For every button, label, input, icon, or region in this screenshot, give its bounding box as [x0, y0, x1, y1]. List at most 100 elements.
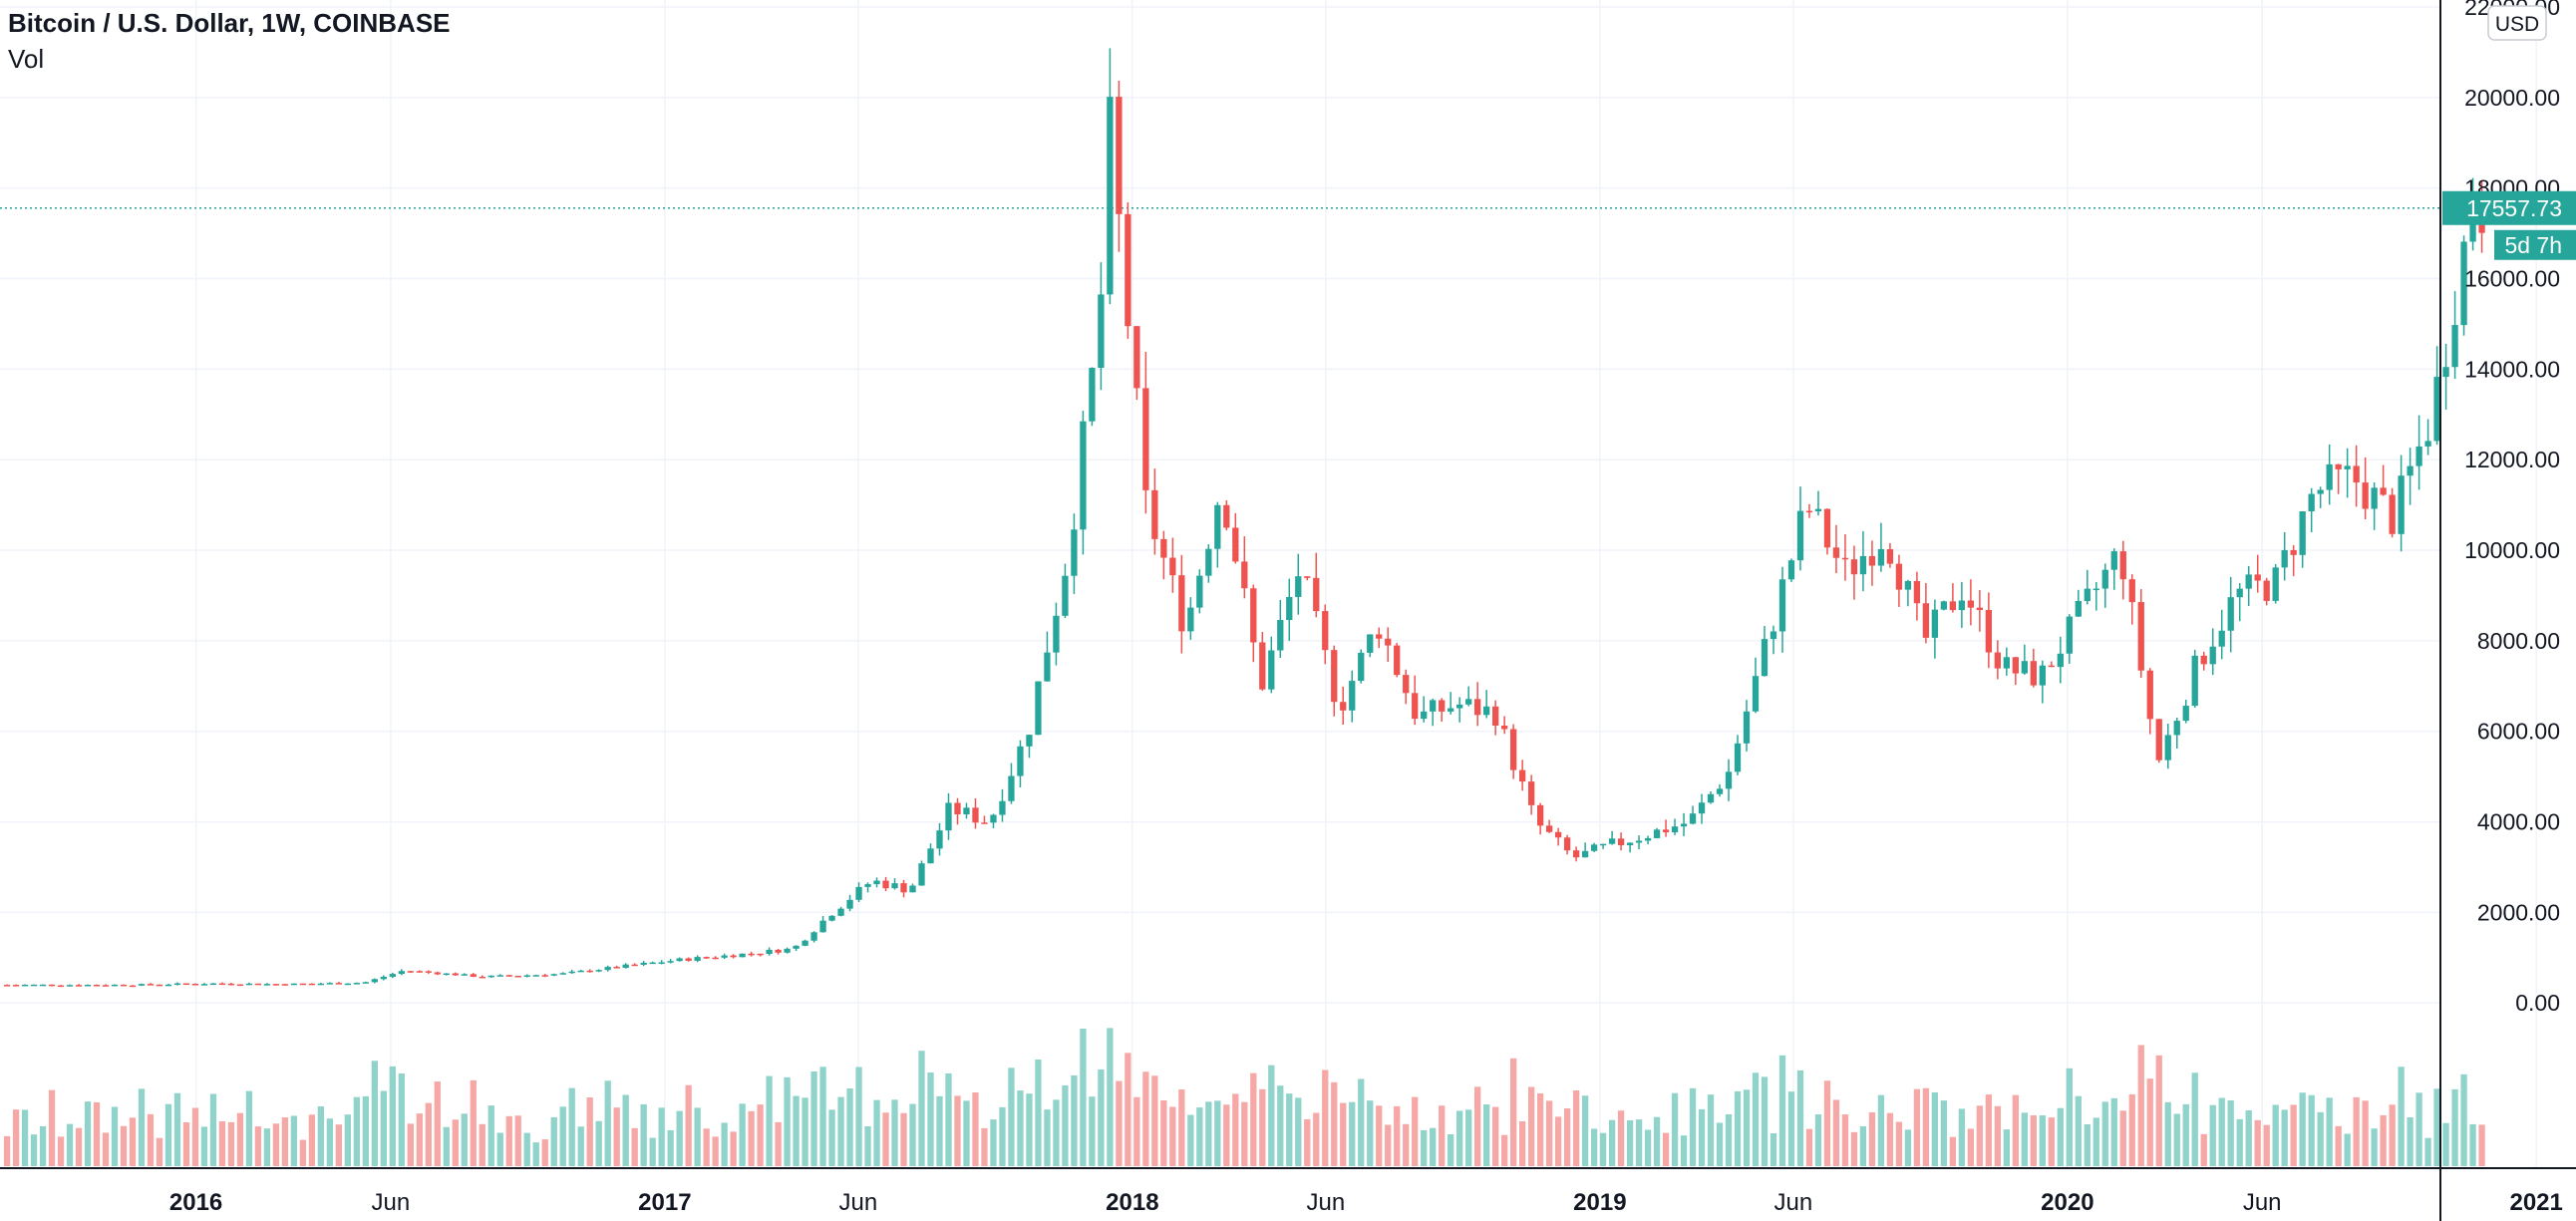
candle-body — [191, 984, 199, 986]
x-tick-label: 2019 — [1573, 1189, 1626, 1216]
y-tick-label: 2000.00 — [2477, 899, 2560, 925]
volume-bar — [102, 1132, 110, 1166]
candle-body — [712, 957, 719, 960]
candle-body — [443, 973, 450, 976]
volume-bar — [2146, 1078, 2153, 1166]
volume-bar — [236, 1112, 244, 1166]
volume-bar — [1304, 1118, 1311, 1166]
volume-bar — [362, 1095, 369, 1166]
volume-bar — [1626, 1119, 1634, 1166]
volume-bar — [1232, 1093, 1239, 1166]
candle-body — [1662, 829, 1670, 833]
candle-body — [2021, 661, 2028, 674]
volume-bar — [2084, 1123, 2091, 1166]
volume-bar — [1178, 1088, 1185, 1166]
volume-bar — [434, 1081, 441, 1166]
candle-body — [380, 976, 387, 980]
x-tick-label: Jun — [2243, 1189, 2282, 1216]
currency-button-label[interactable]: USD — [2495, 13, 2539, 36]
volume-bar — [640, 1103, 647, 1166]
volume-bar — [1536, 1092, 1544, 1166]
candle-body — [182, 983, 190, 986]
volume-bar — [1116, 1080, 1123, 1166]
candle-body — [2200, 655, 2207, 665]
candle-body — [299, 983, 307, 986]
volume-bar — [2398, 1067, 2405, 1166]
volume-bar — [326, 1118, 334, 1166]
candle-body — [147, 984, 155, 986]
volume-bar — [1518, 1120, 1526, 1166]
candle-body — [1448, 708, 1454, 712]
candle-body — [218, 983, 226, 986]
symbol-legend[interactable]: Bitcoin / U.S. Dollar, 1W, COINBASE — [8, 8, 451, 38]
candle-body — [658, 962, 665, 964]
volume-bar — [191, 1107, 199, 1166]
volume-bar — [900, 1112, 907, 1166]
candle-body — [1035, 681, 1042, 736]
candle-body — [855, 886, 862, 900]
candle-body — [1770, 631, 1777, 640]
volume-bar — [2451, 1088, 2458, 1166]
candle-body — [2066, 616, 2073, 654]
volume-legend[interactable]: Vol — [8, 44, 45, 74]
candle-body — [84, 984, 92, 987]
volume-bar — [1510, 1058, 1517, 1166]
candle-body — [227, 983, 235, 986]
currency-button[interactable] — [2487, 5, 2547, 41]
volume-bar — [461, 1113, 468, 1166]
candle-body — [936, 830, 943, 849]
volume-bar — [2209, 1104, 2216, 1166]
volume-bar — [2389, 1104, 2396, 1166]
candle-body — [263, 984, 271, 986]
volume-bar — [308, 1114, 316, 1166]
volume-bar — [577, 1126, 584, 1166]
candle-body — [1456, 704, 1463, 709]
candle-body — [1626, 842, 1634, 846]
volume-bar — [1125, 1053, 1131, 1166]
candle-body — [1510, 729, 1517, 770]
y-tick-label: 4000.00 — [2477, 809, 2560, 835]
candle-body — [2030, 661, 2037, 686]
candle-body — [2218, 630, 2225, 647]
candle-body — [1895, 563, 1903, 590]
candle-body — [1160, 538, 1167, 558]
candle-body — [595, 970, 602, 972]
volume-bar — [147, 1113, 155, 1166]
volume-bar — [1770, 1132, 1777, 1166]
volume-bar — [299, 1139, 307, 1166]
volume-bar — [1367, 1100, 1374, 1166]
candle-body — [2039, 665, 2046, 686]
candle-body — [981, 822, 988, 824]
volume-bar — [2335, 1125, 2342, 1166]
volume-bar — [2218, 1097, 2225, 1166]
candle-body — [846, 899, 853, 909]
volume-bar — [1599, 1132, 1607, 1166]
volume-bar — [775, 1121, 782, 1166]
volume-bar — [882, 1112, 889, 1166]
candle-body — [766, 949, 773, 955]
candle-body — [1805, 510, 1813, 513]
candle-body — [1412, 693, 1419, 720]
candle-body — [434, 972, 441, 975]
volume-bar — [156, 1137, 163, 1166]
volume-bar — [380, 1090, 387, 1166]
volume-bar — [1008, 1068, 1015, 1166]
candle-body — [1725, 771, 1733, 789]
volume-bar — [1250, 1072, 1257, 1166]
candle-body — [416, 971, 423, 973]
candle-body — [1196, 575, 1203, 608]
candle-body — [129, 985, 137, 988]
volume-bar — [1985, 1094, 1993, 1166]
candle-body — [2164, 735, 2171, 761]
volume-bar — [1716, 1122, 1724, 1166]
volume-bar — [505, 1115, 512, 1166]
candle-body — [1080, 421, 1087, 530]
candle-body — [1295, 576, 1302, 597]
candle-body — [649, 962, 656, 965]
volume-bar — [1313, 1112, 1320, 1166]
volume-bar — [1734, 1090, 1742, 1166]
volume-bar — [1187, 1114, 1194, 1166]
volume-bar — [649, 1137, 656, 1166]
volume-bar — [1430, 1127, 1437, 1166]
